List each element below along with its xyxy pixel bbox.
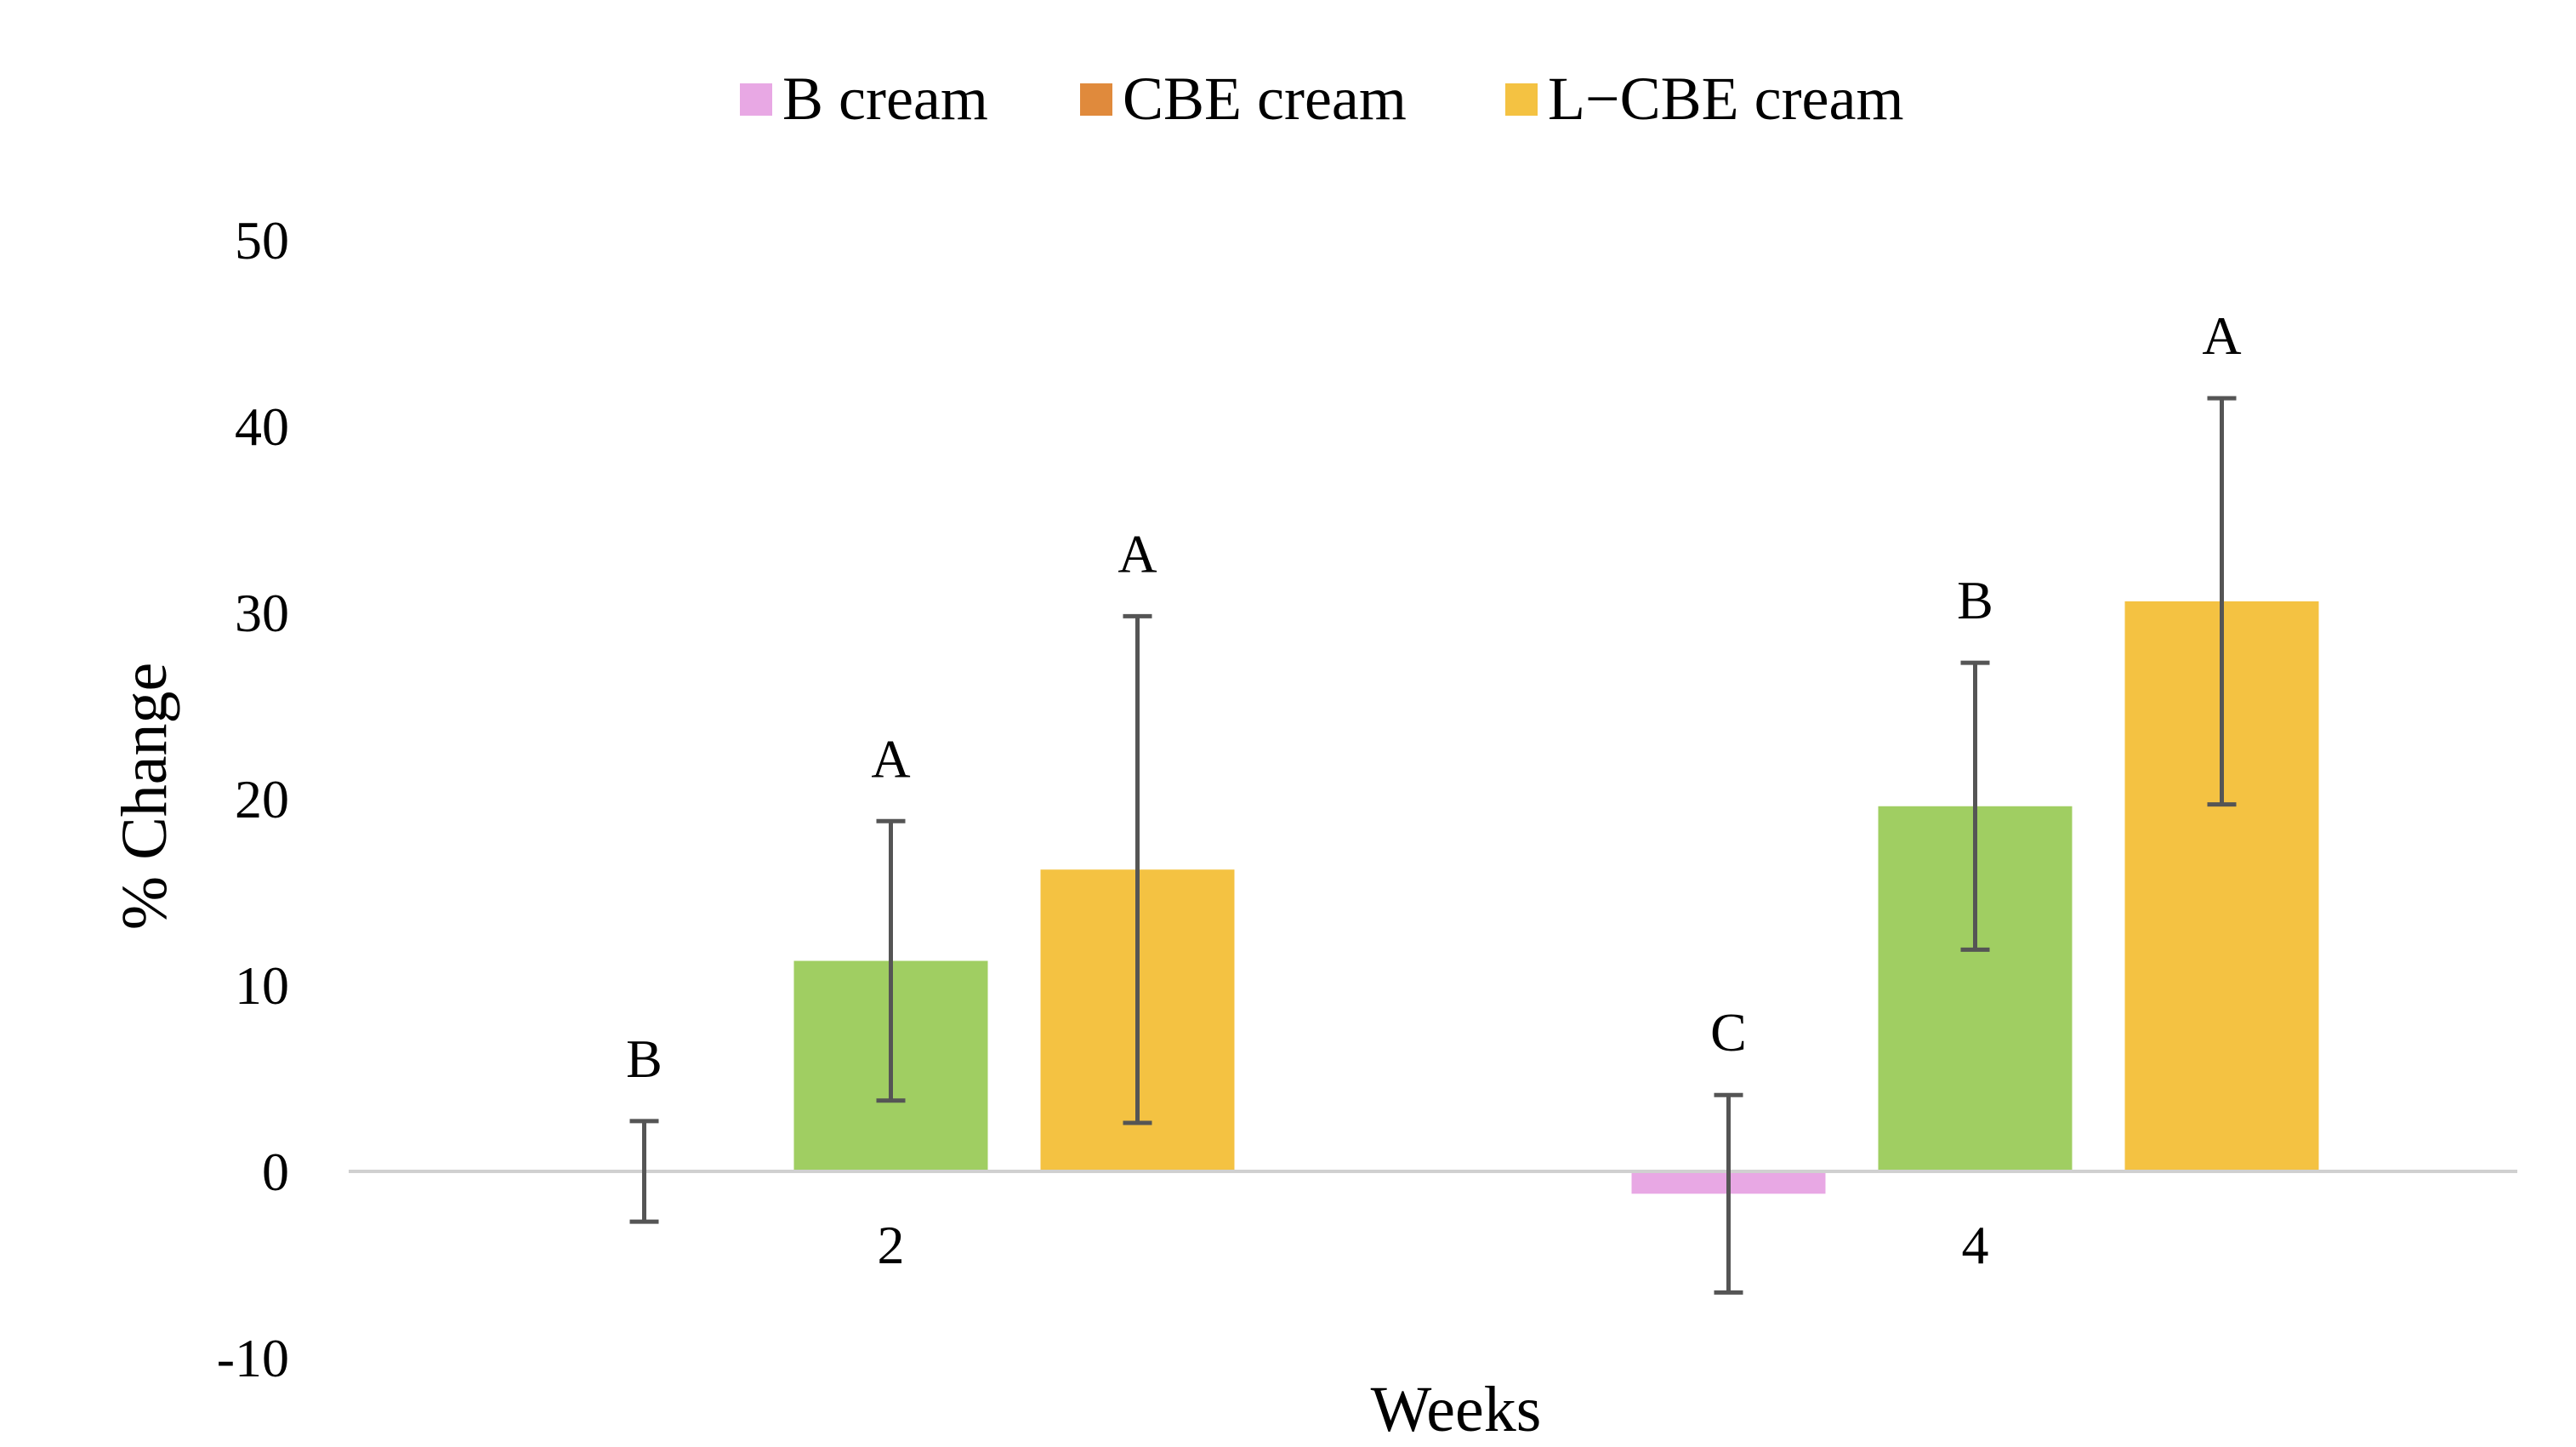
y-axis-title: % Change — [109, 663, 180, 930]
significance-label: B — [626, 1028, 662, 1089]
y-tick-label: 50 — [235, 210, 289, 271]
legend: B cream CBE cream L−CBE cream — [740, 65, 1903, 133]
error-bar — [1714, 1092, 1743, 1295]
significance-label: A — [2202, 305, 2241, 366]
error-bar — [629, 1119, 659, 1224]
x-tick-label: 2 — [878, 1215, 905, 1275]
legend-label: CBE cream — [1123, 65, 1407, 133]
y-tick-label: 20 — [235, 769, 289, 829]
significance-label: A — [1117, 523, 1157, 584]
error-bar — [1123, 613, 1152, 1125]
x-tick-label: 4 — [1962, 1215, 1989, 1275]
significance-label: C — [1710, 1002, 1747, 1062]
error-bar — [1960, 660, 1990, 952]
legend-swatch — [1505, 83, 1538, 116]
y-tick-label: 0 — [262, 1142, 289, 1202]
legend-swatch — [1080, 83, 1112, 116]
error-bar — [876, 818, 906, 1103]
error-bars — [629, 396, 2237, 1295]
y-tick-label: 10 — [235, 955, 289, 1016]
error-bar — [2207, 396, 2237, 807]
significance-labels: B A A C B A — [626, 305, 2241, 1089]
y-tick-label: 30 — [235, 583, 289, 643]
legend-swatch — [740, 83, 772, 116]
y-axis-ticks: 50 40 30 20 10 0 -10 — [217, 210, 289, 1388]
legend-label: B cream — [782, 65, 988, 133]
y-tick-label: 40 — [235, 396, 289, 457]
y-tick-label: -10 — [217, 1328, 289, 1388]
legend-label: L−CBE cream — [1548, 65, 1903, 133]
bars — [547, 601, 2319, 1194]
significance-label: A — [871, 728, 910, 789]
x-axis-title: Weeks — [1371, 1374, 1542, 1445]
significance-label: B — [1957, 570, 1993, 630]
